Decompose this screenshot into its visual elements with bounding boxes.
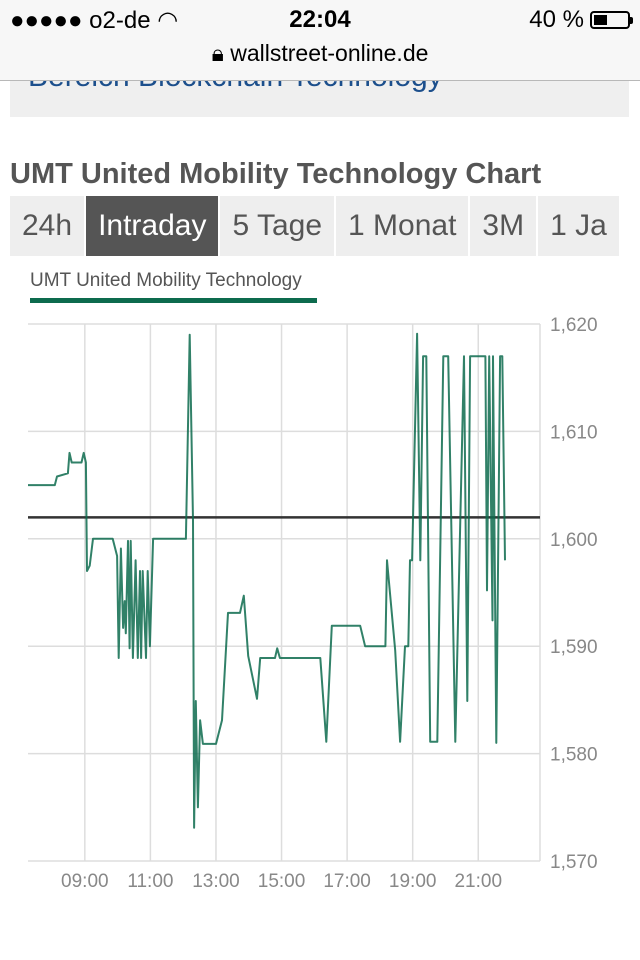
tab-5-tage[interactable]: 5 Tage	[220, 196, 334, 256]
price-series-line	[28, 332, 506, 829]
battery-percent: 40 %	[529, 6, 584, 33]
tab-intraday[interactable]: Intraday	[86, 196, 219, 256]
clock: 22:04	[289, 6, 351, 33]
tab-3m[interactable]: 3M	[470, 196, 537, 256]
x-tick-label: 11:00	[127, 871, 173, 892]
x-tick-label: 09:00	[61, 871, 109, 892]
url-bar[interactable]: 🔒︎ wallstreet-online.de	[0, 40, 640, 67]
x-tick-label: 15:00	[258, 871, 306, 892]
x-tick-label: 13:00	[192, 871, 240, 892]
y-tick-label: 1,590	[550, 637, 598, 658]
legend-swatch	[30, 298, 317, 303]
tab-1-monat[interactable]: 1 Monat	[336, 196, 469, 256]
tab-24h[interactable]: 24h	[10, 196, 85, 256]
y-tick-label: 1,600	[550, 530, 598, 551]
legend-item[interactable]: UMT United Mobility Technology	[30, 270, 302, 291]
tab-1-ja[interactable]: 1 Ja	[538, 196, 619, 256]
lock-icon: 🔒︎	[211, 40, 224, 66]
y-tick-label: 1,610	[550, 422, 598, 443]
x-tick-label: 19:00	[389, 871, 437, 892]
battery-icon	[590, 11, 633, 29]
y-tick-label: 1,580	[550, 745, 598, 766]
url-text: wallstreet-online.de	[230, 40, 429, 66]
x-tick-label: 21:00	[454, 871, 502, 892]
y-tick-label: 1,620	[550, 315, 598, 336]
wifi-icon: ◠	[157, 7, 179, 34]
signal-icon: ●●●●●	[10, 7, 83, 34]
page-title: UMT United Mobility Technology Chart	[10, 158, 542, 190]
timeframe-tabs: 24h Intraday 5 Tage 1 Monat 3M 1 Ja	[10, 196, 619, 256]
x-tick-label: 17:00	[323, 871, 371, 892]
y-tick-label: 1,570	[550, 852, 598, 873]
carrier: o2-de	[89, 7, 151, 34]
status-bar: ●●●●● o2-de ◠ 22:04 40 % 🔒︎ wallstreet-o…	[0, 0, 640, 81]
